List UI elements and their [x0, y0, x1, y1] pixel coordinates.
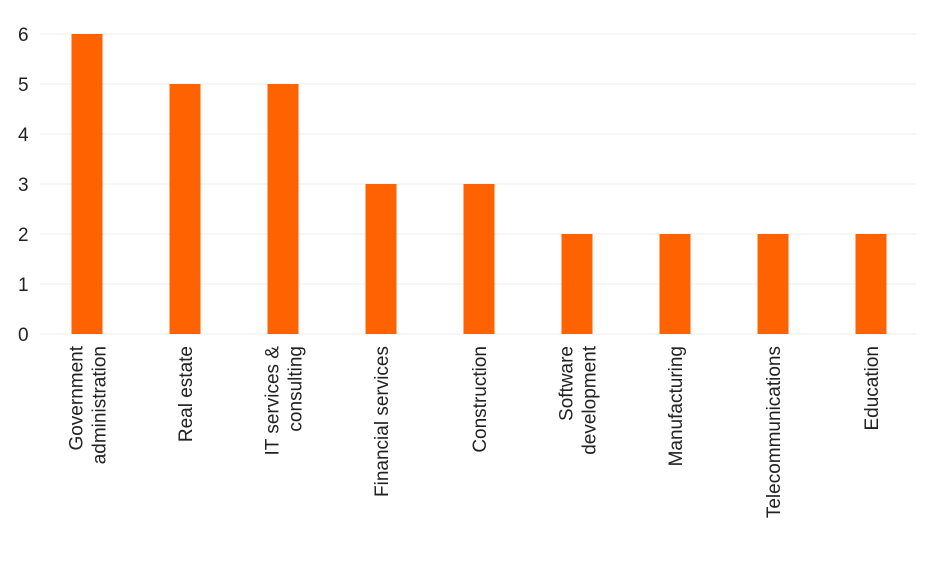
x-tick-label-line: Real estate: [176, 346, 197, 442]
x-tick-label-line: Software: [557, 346, 578, 421]
y-tick-label: 0: [18, 325, 29, 346]
bar: [659, 234, 691, 334]
bars: [71, 34, 887, 334]
bar: [71, 34, 103, 334]
x-tick-label: Financial services: [372, 346, 393, 497]
x-tick-label: Real estate: [176, 346, 197, 442]
x-tick-label: Manufacturing: [666, 346, 687, 466]
bar: [855, 234, 887, 334]
bar: [463, 184, 495, 334]
x-tick-label: IT services & consulting: [263, 346, 307, 456]
x-tick-label-line: Financial services: [372, 346, 393, 497]
x-tick-label-line: Education: [862, 346, 883, 431]
bar: [365, 184, 397, 334]
y-axis-tick-labels: 0 1 2 3 4 5 6: [18, 25, 29, 346]
bar: [169, 84, 201, 334]
y-tick-label: 1: [18, 275, 29, 296]
x-axis-tick-labels: Government administration Real estate IT se…: [67, 345, 884, 518]
y-tick-label: 2: [18, 225, 29, 246]
x-tick-label-line: Government: [67, 345, 88, 450]
x-tick-label: Construction: [470, 346, 491, 453]
bar: [757, 234, 789, 334]
y-tick-label: 5: [18, 75, 29, 96]
y-tick-label: 6: [18, 25, 29, 46]
x-tick-label-line: consulting: [286, 346, 307, 432]
x-tick-label-line: IT services &: [263, 346, 284, 456]
bar: [561, 234, 593, 334]
x-tick-label-line: Manufacturing: [666, 346, 687, 466]
x-tick-label-line: Telecommunications: [764, 346, 785, 518]
y-tick-label: 3: [18, 175, 29, 196]
x-tick-label-line: development: [580, 345, 601, 455]
x-tick-label: Education: [862, 346, 883, 431]
bar: [267, 84, 299, 334]
x-tick-label-line: Construction: [470, 346, 491, 453]
y-tick-label: 4: [18, 125, 29, 146]
x-tick-label-line: administration: [90, 346, 111, 464]
x-tick-label: Government administration: [67, 345, 111, 464]
x-tick-label: Software development: [557, 345, 601, 455]
x-tick-label: Telecommunications: [764, 346, 785, 518]
